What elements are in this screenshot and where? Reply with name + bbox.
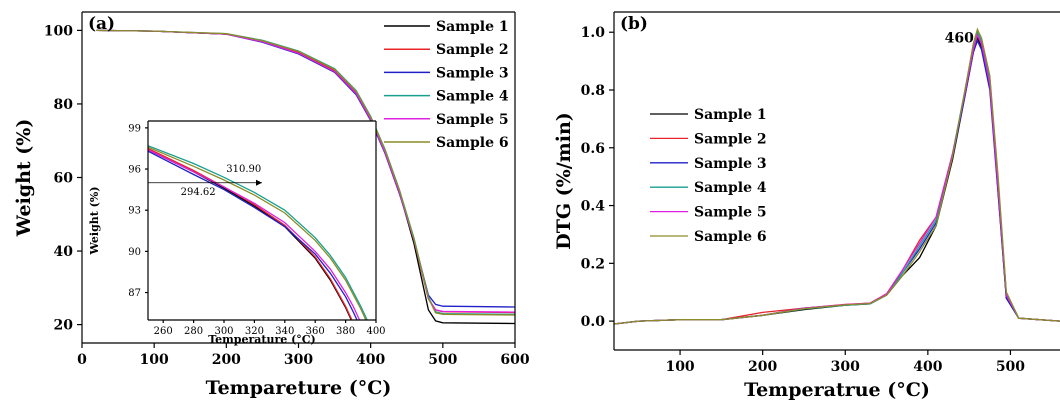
legend-entry: Sample 4 [694,180,767,196]
legend-entry: Sample 6 [694,229,767,245]
inset-annotation: 310.90 [226,164,261,175]
y-tick-label: 60 [54,171,74,187]
inset-arrow-head [256,179,262,186]
legend-entry: Sample 3 [694,156,767,172]
x-tick-label: 200 [748,359,777,375]
legend-entry: Sample 4 [436,89,509,105]
y-tick-label: 80 [54,97,74,113]
y-axis-label: Weight (%) [13,119,35,238]
y-tick-label: 0.6 [581,141,605,157]
legend-entry: Sample 3 [436,65,509,81]
y-tick-label: 93 [128,206,141,217]
y-axis-label: DTG (%/min) [553,112,575,250]
y-tick-label: 0.0 [581,314,606,330]
series-line-5 [148,149,361,320]
panel-label: (b) [620,14,648,34]
legend-entry: Sample 2 [436,42,509,58]
legend-entry: Sample 2 [694,131,767,147]
legend: Sample 1 Sample 2 Sample 3 Sample 4 Sample 5… [384,19,509,151]
x-tick-label: 300 [831,359,860,375]
series-line-2 [613,33,1060,325]
x-tick-label: 100 [140,352,169,368]
x-tick-label: 300 [284,352,313,368]
y-tick-label: 0.8 [581,83,605,99]
x-tick-label: 0 [77,352,87,368]
x-tick-label: 260 [154,326,173,337]
inset-background [148,121,376,320]
legend-entry: Sample 6 [436,135,509,151]
series-line-4 [148,145,368,320]
y-tick-label: 40 [54,244,74,260]
legend-entry: Sample 1 [694,107,767,123]
y-tick-label: 100 [44,23,73,39]
legend-entry: Sample 5 [436,112,509,128]
x-tick-label: 400 [356,352,385,368]
x-axis-label: Tempareture (°C) [206,377,392,399]
series-line-6 [148,146,367,320]
panel-label: (a) [88,14,115,34]
y-tick-label: 96 [128,165,141,176]
series-line-6 [613,27,1060,325]
x-tick-label: 500 [996,359,1025,375]
x-axis-label: Temperatrue (°C) [744,379,930,401]
panel-a-inset: 260 280 300 320 340 360 380 400 87 90 93 96 99 Temper… [88,120,386,346]
y-tick-label: 99 [128,123,141,134]
series-line-4 [613,30,1060,325]
x-axis-label: Temperature (°C) [208,333,316,346]
inset-annotation: 294.62 [181,187,216,198]
x-tick-label: 300 [214,326,233,337]
series-line-6 [96,29,516,316]
y-axis-label: Weight (%) [88,186,101,255]
x-tick-label: 400 [366,326,385,337]
y-tick-label: 1.0 [581,25,606,41]
panel-a: 0 100 200 300 400 500 600 20 40 60 80 100 Temparetur… [13,11,530,399]
legend-entry: Sample 5 [694,205,767,221]
y-tick-label: 90 [128,247,141,258]
panel-b: 100 200 300 400 500 0.0 0.2 0.4 0.6 0.8 1.0 Tempera… [553,11,1060,401]
legend-entry: Sample 1 [436,19,509,35]
series-line-3 [613,39,1060,325]
y-tick-label: 0.4 [581,199,606,215]
x-tick-label: 380 [336,326,355,337]
x-tick-label: 280 [184,326,203,337]
legend: Sample 1 Sample 2 Sample 3 Sample 4 Sample 5… [650,107,767,245]
series-line-1 [613,36,1060,325]
x-tick-label: 600 [500,352,529,368]
x-tick-label: 320 [245,326,264,337]
peak-annotation: 460 [945,30,974,46]
y-tick-label: 87 [128,288,141,299]
x-tick-label: 340 [275,326,294,337]
series-line-5 [613,33,1060,325]
x-tick-label: 360 [306,326,325,337]
x-tick-label: 100 [665,359,694,375]
y-tick-label: 20 [54,318,74,334]
series-line-3 [148,150,358,320]
x-tick-label: 500 [428,352,457,368]
y-tick-label: 0.2 [581,256,605,272]
x-tick-label: 400 [913,359,942,375]
x-tick-label: 200 [212,352,241,368]
